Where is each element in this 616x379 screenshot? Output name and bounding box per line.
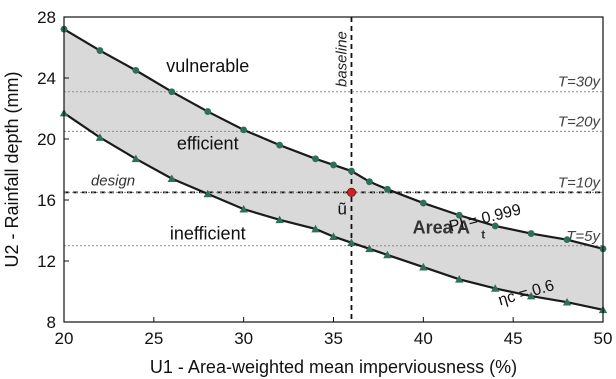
y-tick-label-28: 28 [37, 8, 56, 27]
x-tick-label-25: 25 [144, 329, 163, 348]
series-2-point-13 [455, 275, 464, 283]
x-tick-label-45: 45 [504, 329, 523, 348]
y-axis-label: U2 - Rainfall depth (mm) [2, 71, 22, 267]
shaded-region [64, 29, 603, 310]
y-tick-label-16: 16 [37, 191, 56, 210]
reference-label-baseline: baseline [333, 31, 350, 87]
series-2-point-8 [329, 232, 338, 240]
series-2-point-9 [347, 238, 356, 247]
reference-label-design: design [91, 172, 135, 189]
y-tick-label-20: 20 [37, 130, 56, 149]
reference-label-T=30y: T=30y [558, 74, 602, 91]
series-2-point-10 [365, 244, 374, 253]
series-2-point-14 [491, 284, 500, 292]
series-1-point-13 [455, 211, 463, 219]
series-line-2 [63, 112, 604, 311]
series-2-point-12 [419, 262, 428, 271]
y-tick-label-24: 24 [37, 69, 56, 88]
markers-layer [59, 25, 608, 314]
series-1-point-6 [276, 141, 283, 149]
x-tick-label-40: 40 [414, 329, 433, 348]
series-2-point-5 [239, 204, 248, 213]
series-1-point-8 [330, 161, 337, 169]
series-1-point-11 [384, 185, 391, 193]
reference-lines-layer [64, 17, 603, 322]
series-2-point-4 [203, 189, 212, 198]
series-2-point-2 [131, 154, 141, 163]
series-1-point-1 [96, 47, 104, 54]
reference-label-T=10y: T=10y [558, 174, 602, 191]
series-1-point-14 [491, 222, 499, 230]
highlight-point [346, 187, 357, 197]
curves-layer [63, 28, 604, 311]
series-2-point-11 [383, 250, 392, 259]
series-2-point-7 [311, 224, 320, 233]
series-1-point-16 [563, 236, 571, 244]
series-1-point-12 [419, 199, 427, 207]
area-label-subscript: t [481, 228, 485, 242]
y-tick-label-8: 8 [47, 313, 56, 332]
x-axis-label: U1 - Area-weighted mean imperviousness (… [150, 357, 517, 377]
area-label: Area A [413, 218, 470, 238]
series-1-point-10 [366, 178, 373, 186]
x-tick-label-30: 30 [234, 329, 253, 348]
series-2-point-15 [526, 291, 536, 300]
series-2-point-3 [167, 174, 176, 183]
series-1-point-15 [527, 230, 535, 237]
shaded-region-layer [64, 29, 603, 310]
reference-label-T=20y: T=20y [558, 113, 602, 130]
series-line-1 [63, 28, 604, 250]
series-1-point-2 [132, 66, 140, 74]
axes-layer: 20 25 30 35 40 45 50 8 12 16 20 24 28 U1 - Area-weigh… [2, 8, 612, 377]
labels-layer: baseline design T=30y T=20y T=10y T=5y ũ vulner… [91, 31, 602, 309]
x-tick-label-50: 50 [594, 329, 613, 348]
series-1-point-5 [240, 126, 248, 134]
region-label-efficient: efficient [177, 134, 239, 154]
series-1-point-3 [168, 88, 176, 96]
series-1-point-4 [204, 108, 212, 115]
highlight-point-label: ũ [337, 199, 346, 218]
series-1-point-9 [348, 167, 355, 175]
y-tick-label-12: 12 [37, 252, 56, 271]
series-2-point-6 [275, 215, 284, 224]
reference-label-T=5y: T=5y [566, 228, 601, 245]
x-tick-label-20: 20 [55, 329, 74, 348]
region-label-vulnerable: vulnerable [166, 56, 249, 76]
x-tick-label-35: 35 [324, 329, 343, 348]
region-label-inefficient: inefficient [170, 224, 246, 244]
series-1-point-7 [312, 155, 319, 163]
series-2-point-1 [95, 133, 105, 141]
series-2-point-16 [562, 297, 572, 306]
